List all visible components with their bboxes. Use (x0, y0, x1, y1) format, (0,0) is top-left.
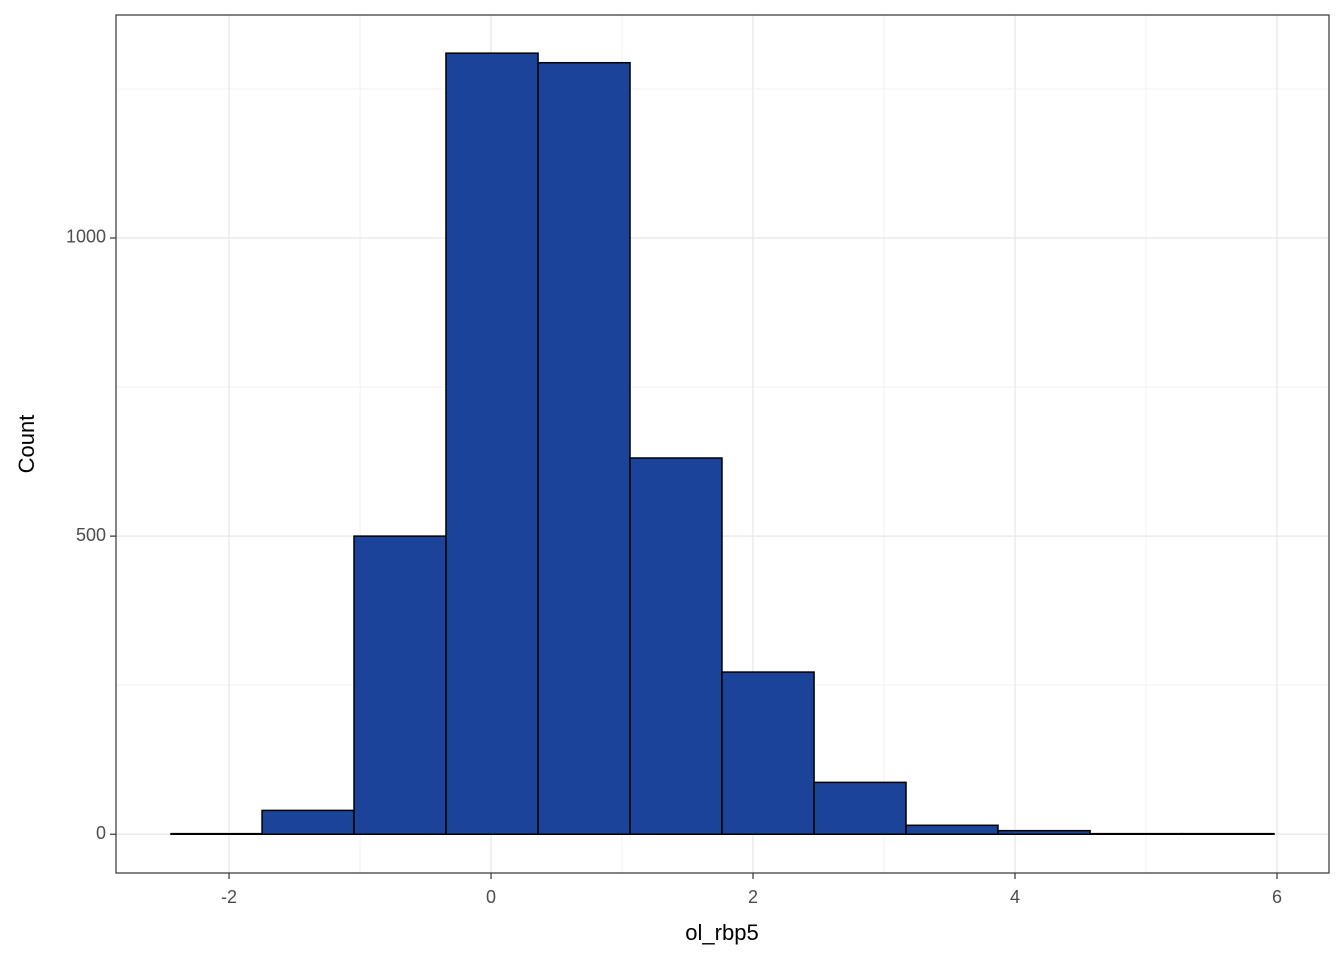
x-tick-label: 6 (1272, 887, 1282, 907)
bar (1181, 832, 1275, 835)
bar (629, 457, 723, 835)
bar (1089, 832, 1183, 835)
x-tick-label: 4 (1010, 887, 1020, 907)
bar (997, 829, 1091, 835)
panel-border (115, 14, 1330, 874)
x-axis-label: ol_rbp5 (685, 920, 758, 945)
bar (445, 52, 539, 835)
bar (261, 809, 355, 835)
bar (353, 535, 447, 835)
x-tick-label: 2 (748, 887, 758, 907)
y-tick-label: 1000 (66, 227, 106, 247)
x-tick-label: 0 (486, 887, 496, 907)
y-tick-label: 0 (96, 823, 106, 843)
bar (170, 832, 263, 835)
bar (905, 824, 999, 835)
bar (721, 671, 815, 835)
y-tick-label: 500 (76, 525, 106, 545)
bar (813, 781, 907, 835)
y-axis-label: Count (14, 415, 39, 474)
bar (537, 61, 631, 835)
x-tick-label: -2 (221, 887, 237, 907)
